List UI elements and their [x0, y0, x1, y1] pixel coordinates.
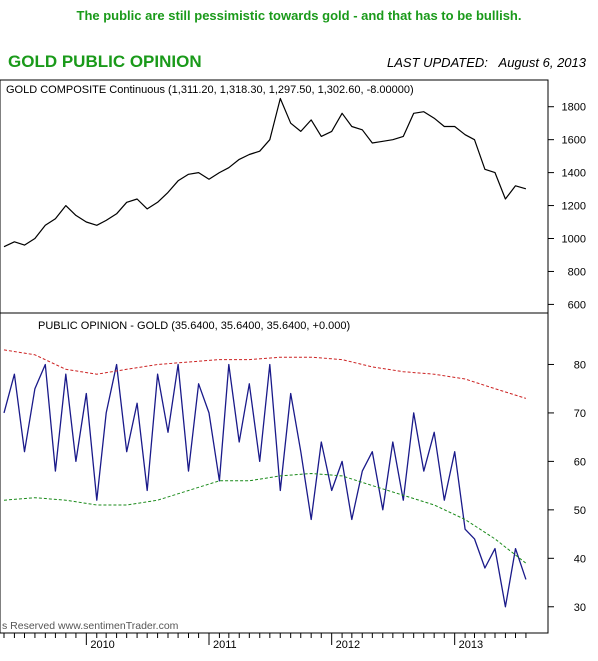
x-tick-label: 2012 [336, 639, 360, 651]
gold-tick-label: 1600 [562, 135, 586, 147]
public-opinion-line [3, 363, 527, 608]
gold-tick-label: 1800 [562, 102, 586, 114]
gold-price-line [3, 97, 527, 248]
gold-tick-label: 1000 [562, 234, 586, 246]
x-tick-label: 2011 [213, 639, 237, 651]
last-updated-label: LAST UPDATED: [387, 55, 488, 70]
gold-composite-header: GOLD COMPOSITE Continuous (1,311.20, 1,3… [6, 84, 414, 96]
x-tick-label: 2013 [459, 639, 483, 651]
opinion-tick-label: 60 [574, 456, 586, 468]
chart-title: GOLD PUBLIC OPINION [8, 52, 202, 71]
opinion-tick-label: 70 [574, 408, 586, 420]
last-updated-date: August 6, 2013 [498, 55, 587, 70]
opinion-tick-label: 30 [574, 602, 586, 614]
opinion-tick-label: 40 [574, 553, 586, 565]
gold-tick-label: 1400 [562, 168, 586, 180]
public-opinion-header: PUBLIC OPINION - GOLD (35.6400, 35.6400,… [38, 320, 350, 332]
gold-price-panel [0, 79, 549, 314]
gold-tick-label: 1200 [562, 201, 586, 213]
public-opinion-series [3, 349, 527, 608]
opinion-tick-label: 80 [574, 359, 586, 371]
public-opinion-y-axis: 30 40 50 60 70 80 [548, 359, 586, 614]
copyright-text: s Reserved www.sentimenTrader.com [2, 620, 179, 632]
upper-band-line [3, 349, 527, 399]
gold-tick-label: 600 [568, 299, 586, 311]
x-axis: 2010 2011 2012 2013 [3, 633, 527, 651]
public-opinion-panel [0, 312, 549, 634]
opinion-tick-label: 50 [574, 505, 586, 517]
gold-price-y-axis: 600 800 1000 1200 1400 1600 1800 [548, 102, 586, 311]
chart-caption: The public are still pessimistic towards… [76, 8, 522, 23]
gold-tick-label: 800 [568, 266, 586, 278]
x-tick-label: 2010 [90, 639, 114, 651]
gold-price-series [3, 97, 527, 248]
